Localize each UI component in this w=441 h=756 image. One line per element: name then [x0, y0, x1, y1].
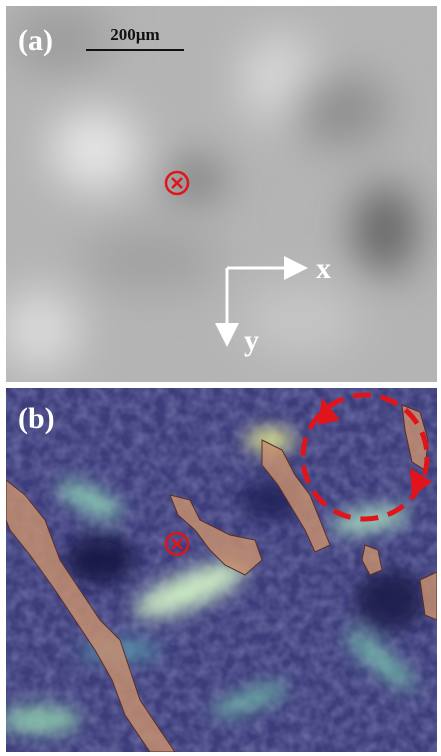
panel-label: (b) [18, 402, 55, 435]
scale-bar-label: 200µm [110, 25, 159, 44]
figure: (a) 200µm x y [0, 0, 441, 756]
axis-y-label: y [244, 324, 259, 357]
axis-x-label: x [316, 252, 331, 285]
panel-label: (a) [18, 24, 53, 57]
panel-b-image [0, 388, 437, 752]
panel-a-image [0, 6, 437, 382]
